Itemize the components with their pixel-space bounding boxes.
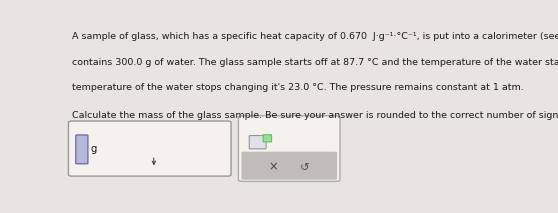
FancyBboxPatch shape bbox=[249, 136, 266, 149]
Text: A sample of glass, which has a specific heat capacity of 0.670  J·g⁻¹·°C⁻¹, is p: A sample of glass, which has a specific … bbox=[72, 32, 558, 41]
Text: Calculate the mass of the glass sample. Be sure your answer is rounded to the co: Calculate the mass of the glass sample. … bbox=[72, 111, 558, 120]
Text: ↺: ↺ bbox=[300, 161, 310, 174]
Text: temperature of the water stops changing it's 23.0 °C. The pressure remains const: temperature of the water stops changing … bbox=[72, 83, 523, 92]
FancyBboxPatch shape bbox=[242, 152, 337, 180]
FancyBboxPatch shape bbox=[238, 116, 340, 181]
Text: contains 300.0 g of water. The glass sample starts off at 87.7 °C and the temper: contains 300.0 g of water. The glass sam… bbox=[72, 58, 558, 66]
Text: g: g bbox=[90, 144, 97, 154]
FancyBboxPatch shape bbox=[76, 135, 88, 164]
Text: ×: × bbox=[268, 161, 278, 174]
FancyBboxPatch shape bbox=[69, 121, 231, 176]
FancyBboxPatch shape bbox=[263, 135, 272, 142]
